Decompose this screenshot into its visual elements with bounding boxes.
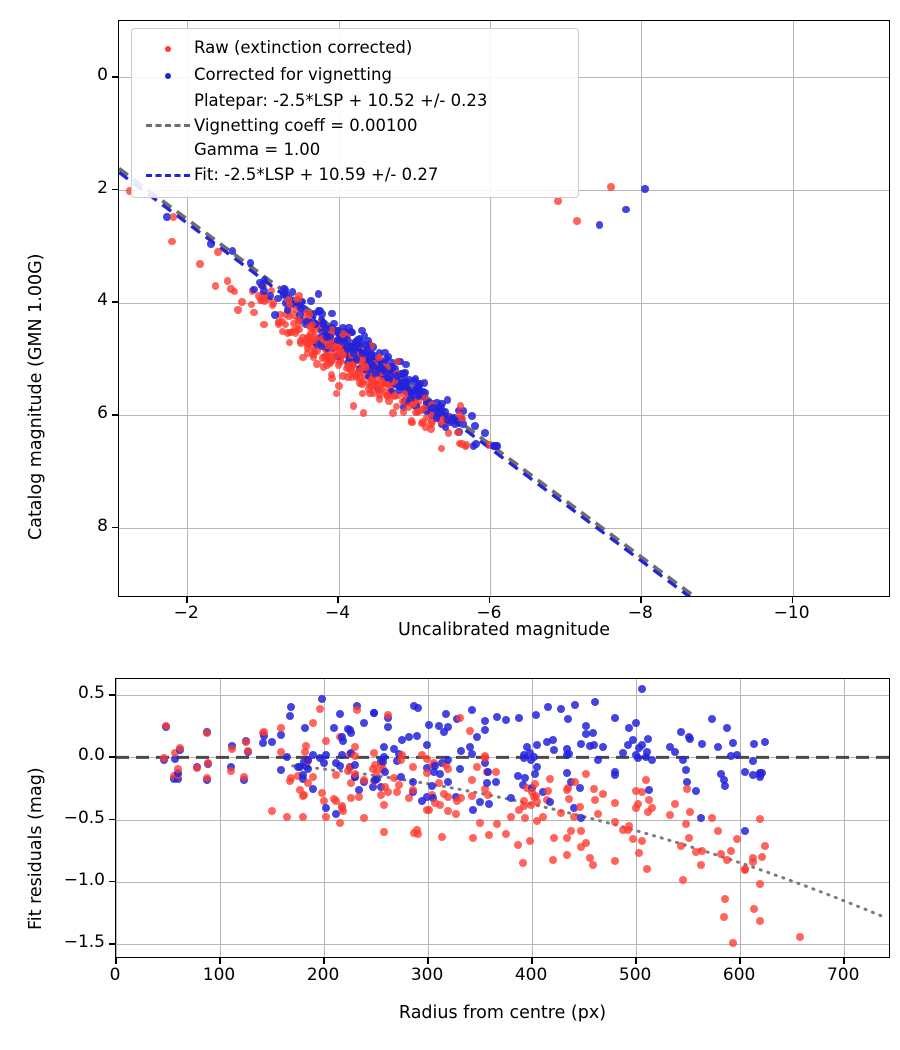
legend-item-fit: Fit: -2.5*LSP + 10.59 +/- 0.27 [142,163,568,190]
legend-marker-corrected-dot-icon [142,72,194,79]
x-tick-label: 200 [306,965,340,985]
legend-label-fit: Fit: -2.5*LSP + 10.59 +/- 0.27 [194,164,439,184]
gridline-v [792,21,794,596]
x-tick-label: 300 [410,965,444,985]
y-tick-mark [109,756,115,758]
x-tick-label: 600 [722,965,756,985]
y-tick-mark [109,943,115,945]
gridline-v [740,679,742,957]
x-tick-mark [739,958,741,964]
fit-line [119,171,692,596]
legend-marker-fit-dashed-line-icon [142,174,194,178]
legend-item-corrected: Corrected for vignetting [142,63,568,90]
gridline-h [116,695,889,697]
legend-marker-raw-dot-icon [142,46,194,53]
y-tick-mark [112,526,118,529]
y-tick-label: 0 [97,65,108,86]
vignetting-model-curve [291,764,888,920]
x-tick-mark [337,597,340,603]
fit-line [119,167,697,596]
y-tick-label: 0.0 [77,745,105,766]
y-tick-mark [112,76,118,78]
gridline-v [220,679,221,957]
gridline-v [641,21,643,596]
x-tick-label: 0 [109,965,121,985]
y-tick-label: −0.5 [63,807,105,828]
x-tick-mark [791,597,794,603]
gridline-h [119,527,889,529]
fit-residuals-plot-area [115,678,890,958]
x-tick-mark [635,958,637,964]
x-tick-label: 100 [202,965,236,985]
x-tick-mark [115,958,117,964]
bottom-reference-lines [116,755,889,920]
x-tick-label: 500 [618,965,652,985]
y-tick-label: 0.5 [77,683,105,704]
legend-label-corrected: Corrected for vignetting [194,64,392,84]
x-tick-mark [186,597,188,603]
x-tick-label: −6 [476,603,502,623]
gridline-h [116,881,889,883]
y-tick-mark [112,301,118,304]
gridline-h [116,944,889,946]
plot-legend: Raw (extinction corrected) Corrected for… [131,28,579,198]
x-tick-mark [843,958,845,964]
y-tick-label: 2 [97,177,108,198]
gridline-v [116,679,117,957]
y-tick-mark [112,414,118,416]
legend-item-platepar: Platepar: -2.5*LSP + 10.52 +/- 0.23 Vign… [142,89,568,163]
x-tick-mark [427,958,429,964]
top-x-axis-label: Uncalibrated magnitude [398,620,610,640]
gridline-v [428,679,430,957]
gridline-h [119,302,889,304]
x-tick-label: 400 [514,965,548,985]
y-tick-mark [112,188,118,191]
legend-marker-platepar-dashed-line-icon [142,124,194,128]
x-tick-mark [640,597,642,603]
y-tick-label: 8 [97,515,108,536]
gridline-v [532,679,534,957]
y-tick-label: −1.0 [63,869,105,890]
y-tick-label: 4 [97,290,108,311]
x-tick-label: −4 [324,603,351,623]
legend-item-raw: Raw (extinction corrected) [142,36,568,63]
x-tick-label: −8 [627,603,653,623]
legend-label-raw: Raw (extinction corrected) [194,38,413,57]
y-tick-label: 6 [97,403,108,424]
x-tick-mark [488,597,491,603]
gridline-h [116,819,889,821]
x-tick-label: −10 [773,603,810,623]
gridline-v [844,679,846,957]
x-tick-mark [531,958,533,964]
x-tick-label: −2 [173,603,199,623]
gridline-v [338,21,340,596]
gridline-h [119,415,889,416]
y-tick-mark [109,880,115,883]
gridline-v [489,21,491,596]
y-tick-label: −1.5 [63,932,105,953]
bottom-y-axis-label: Fit residuals (mag) [26,767,46,930]
gridline-v [636,679,638,957]
bottom-x-axis-label: Radius from centre (px) [398,1003,607,1023]
top-y-axis-label: Catalog magnitude (GMN 1.00G) [26,253,46,541]
gridline-v [187,21,189,596]
x-tick-mark [323,958,325,964]
y-tick-mark [109,694,115,696]
x-tick-mark [219,958,221,964]
y-tick-mark [109,818,115,821]
x-tick-label: 700 [826,965,860,985]
legend-label-platepar: Platepar: -2.5*LSP + 10.52 +/- 0.23 Vign… [194,91,488,159]
